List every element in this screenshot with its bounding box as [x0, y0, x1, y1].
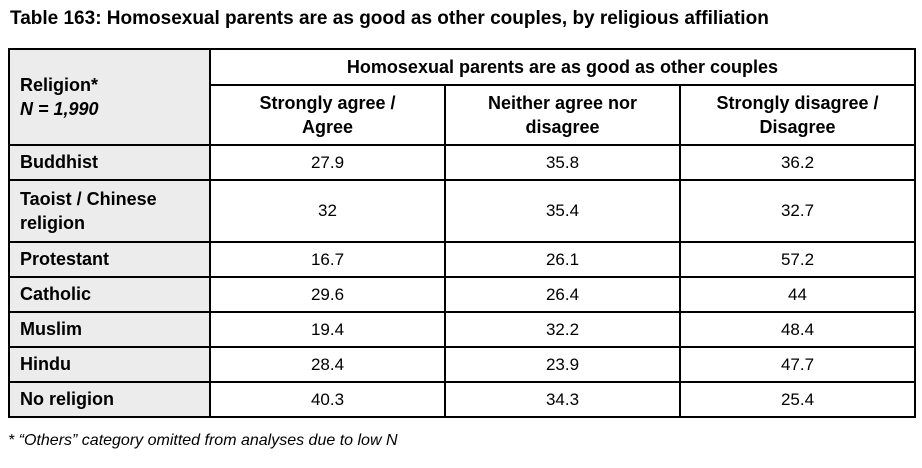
value-cell: 19.4 — [209, 311, 446, 348]
group-header-cell: Homosexual parents are as good as other … — [209, 48, 916, 86]
table-row-buddhist: Buddhist 27.9 35.8 36.2 — [8, 144, 916, 181]
value-cell: 32.7 — [679, 179, 916, 243]
value-cell: 32.2 — [444, 311, 681, 348]
table-row-catholic: Catholic 29.6 26.4 44 — [8, 276, 916, 313]
value-cell: 16.7 — [209, 241, 446, 278]
sample-size-label: N = 1,990 — [20, 99, 99, 119]
table-row-protestant: Protestant 16.7 26.1 57.2 — [8, 241, 916, 278]
value-cell: 47.7 — [679, 346, 916, 383]
value-cell: 28.4 — [209, 346, 446, 383]
value-cell: 26.1 — [444, 241, 681, 278]
religion-label: Protestant — [8, 241, 211, 278]
value-cell: 57.2 — [679, 241, 916, 278]
value-cell: 35.8 — [444, 144, 681, 181]
value-cell: 32 — [209, 179, 446, 243]
table-row-no-religion: No religion 40.3 34.3 25.4 — [8, 381, 916, 418]
value-cell: 34.3 — [444, 381, 681, 418]
religion-label: Buddhist — [8, 144, 211, 181]
religion-label: Muslim — [8, 311, 211, 348]
religion-label: Taoist / Chinese religion — [8, 179, 211, 243]
value-cell: 25.4 — [679, 381, 916, 418]
column-header-disagree: Strongly disagree / Disagree — [679, 84, 916, 146]
value-cell: 40.3 — [209, 381, 446, 418]
value-cell: 23.9 — [444, 346, 681, 383]
value-cell: 26.4 — [444, 276, 681, 313]
table-footnote: * “Others” category omitted from analyse… — [8, 432, 398, 449]
value-cell: 29.6 — [209, 276, 446, 313]
column-header-neither: Neither agree nor disagree — [444, 84, 681, 146]
table-row-hindu: Hindu 28.4 23.9 47.7 — [8, 346, 916, 383]
religion-attitudes-table: Religion* N = 1,990 Homosexual parents a… — [8, 48, 916, 418]
value-cell: 35.4 — [444, 179, 681, 243]
column-header-agree: Strongly agree / Agree — [209, 84, 446, 146]
religion-label: Hindu — [8, 346, 211, 383]
value-cell: 44 — [679, 276, 916, 313]
header-group-row: Religion* N = 1,990 Homosexual parents a… — [8, 48, 916, 146]
religion-label: No religion — [8, 381, 211, 418]
value-cell: 27.9 — [209, 144, 446, 181]
corner-header-cell: Religion* N = 1,990 — [8, 48, 211, 146]
religion-label: Catholic — [8, 276, 211, 313]
table-row-muslim: Muslim 19.4 32.2 48.4 — [8, 311, 916, 348]
table-title: Table 163: Homosexual parents are as goo… — [10, 8, 769, 29]
header-columns-row: Strongly agree / Agree Neither agree nor… — [9, 84, 916, 146]
religion-header-label: Religion* — [20, 74, 99, 95]
table-row-taoist: Taoist / Chinese religion 32 35.4 32.7 — [8, 179, 916, 243]
value-cell: 36.2 — [679, 144, 916, 181]
value-cell: 48.4 — [679, 311, 916, 348]
